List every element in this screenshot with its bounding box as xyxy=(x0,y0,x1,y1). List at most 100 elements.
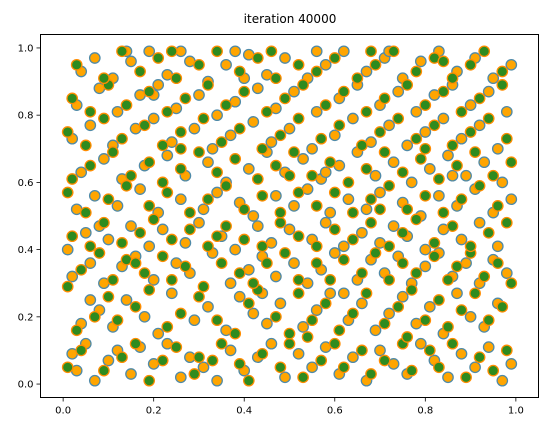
chart-title: iteration 40000 xyxy=(244,12,337,26)
scatter-point xyxy=(292,274,305,286)
scatter-point xyxy=(125,220,137,232)
scatter-point xyxy=(374,186,386,199)
scatter-point xyxy=(161,321,174,333)
scatter-point xyxy=(306,314,318,327)
scatter-point xyxy=(446,72,459,85)
scatter-point xyxy=(206,142,219,155)
scatter-point xyxy=(156,176,169,189)
scatter-point xyxy=(61,243,74,256)
scatter-point xyxy=(224,277,237,290)
scatter-point xyxy=(233,358,246,370)
scatter-point xyxy=(288,85,300,98)
scatter-point xyxy=(328,129,341,142)
scatter-point xyxy=(396,290,409,303)
scatter-point xyxy=(256,189,269,202)
scatter-point xyxy=(446,139,459,152)
scatter-point xyxy=(88,52,101,64)
scatter-point xyxy=(283,122,296,135)
scatter-point xyxy=(274,206,287,219)
scatter-point xyxy=(152,52,165,64)
scatter-point xyxy=(419,99,432,111)
scatter-point xyxy=(125,368,137,380)
scatter-point xyxy=(270,270,282,283)
scatter-point xyxy=(233,267,246,279)
y-tick-label: 0.2 xyxy=(18,312,34,323)
scatter-point xyxy=(193,216,205,229)
scatter-point xyxy=(193,290,205,303)
scatter-point xyxy=(455,304,468,316)
scatter-point xyxy=(274,297,287,310)
scatter-point xyxy=(129,300,142,313)
scatter-point xyxy=(487,169,500,182)
scatter-point xyxy=(505,156,518,169)
scatter-point xyxy=(107,274,119,286)
scatter-point xyxy=(405,284,418,296)
scatter-point xyxy=(229,327,242,340)
scatter-point xyxy=(442,371,454,384)
scatter-point xyxy=(383,307,395,320)
scatter-point xyxy=(251,220,264,232)
scatter-point xyxy=(206,354,219,367)
scatter-point xyxy=(428,119,441,132)
scatter-point xyxy=(88,310,101,323)
scatter-point xyxy=(369,169,382,182)
scatter-point xyxy=(410,132,423,145)
scatter-point xyxy=(242,163,255,175)
scatter-point xyxy=(156,354,169,367)
scatter-point xyxy=(88,189,101,202)
scatter-point xyxy=(505,58,518,71)
scatter-point xyxy=(61,126,74,138)
scatter-point xyxy=(102,193,115,206)
scatter-point xyxy=(310,45,323,58)
scatter-point xyxy=(464,240,477,253)
x-axis: 0.0 0.2 0.4 0.6 0.8 1.0 xyxy=(55,397,524,417)
scatter-point xyxy=(179,92,192,105)
scatter-point xyxy=(356,297,368,310)
scatter-point xyxy=(261,317,273,330)
scatter-point xyxy=(423,344,436,357)
scatter-point xyxy=(193,146,205,158)
scatter-point xyxy=(156,223,169,236)
scatter-point xyxy=(84,159,97,172)
scatter-point xyxy=(165,287,178,300)
scatter-point xyxy=(419,260,432,273)
scatter-point xyxy=(170,341,183,353)
scatter-point xyxy=(283,337,296,350)
scatter-point xyxy=(473,119,486,132)
scatter-point xyxy=(360,105,373,118)
scatter-point xyxy=(310,240,323,253)
scatter-point xyxy=(410,267,423,279)
scatter-point xyxy=(437,112,450,125)
scatter-point xyxy=(134,183,146,195)
scatter-point xyxy=(297,321,309,333)
y-tick-label: 0.0 xyxy=(18,380,34,391)
scatter-point xyxy=(469,287,481,300)
scatter-point xyxy=(496,300,509,313)
scatter-point xyxy=(120,294,133,306)
scatter-point xyxy=(120,179,133,192)
scatter-point xyxy=(261,257,273,269)
scatter-point xyxy=(147,274,160,286)
scatter-point xyxy=(442,274,454,286)
scatter-point xyxy=(211,230,223,243)
scatter-point xyxy=(256,142,269,155)
scatter-point xyxy=(61,280,74,293)
scatter-point xyxy=(310,304,323,316)
scatter-point xyxy=(365,45,377,58)
scatter-point xyxy=(215,337,228,350)
scatter-point xyxy=(297,153,309,165)
scatter-point xyxy=(347,307,359,320)
scatter-point xyxy=(328,186,341,199)
scatter-point xyxy=(478,156,491,169)
scatter-point xyxy=(111,200,124,212)
scatter-point xyxy=(356,139,368,152)
scatter-point xyxy=(129,257,142,269)
series-green-fill-orange-edge xyxy=(61,45,518,387)
scatter-point xyxy=(464,58,477,71)
scatter-point xyxy=(369,324,382,337)
scatter-point xyxy=(455,347,468,360)
scatter-point xyxy=(337,45,350,58)
scatter-point xyxy=(369,58,382,71)
scatter-point xyxy=(446,169,459,182)
scatter-point xyxy=(152,327,165,340)
